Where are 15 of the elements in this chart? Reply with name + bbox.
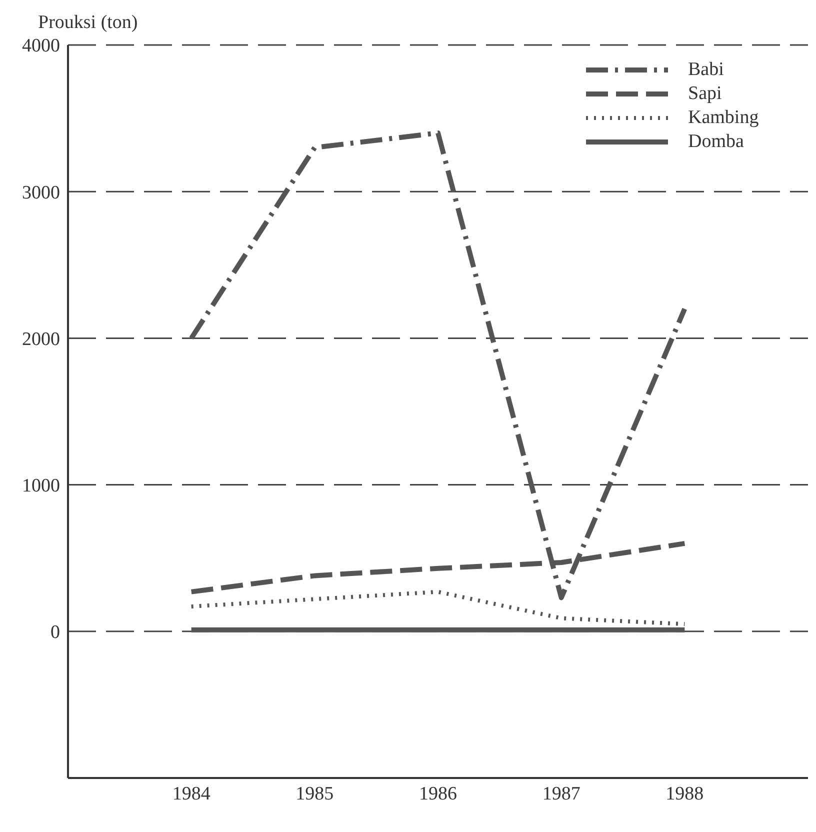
x-tick-label: 1985 <box>296 783 334 804</box>
y-tick-label: 4000 <box>22 36 60 57</box>
y-tick-label: 2000 <box>22 328 60 350</box>
y-tick-label: 1000 <box>22 476 60 497</box>
x-tick-label: 1988 <box>666 783 704 804</box>
legend-label: Kambing <box>688 107 760 129</box>
y-tick-label: 0 <box>50 622 60 644</box>
x-tick-label: 1987 <box>542 783 580 804</box>
legend-label: Sapi <box>688 83 723 105</box>
legend-label: Domba <box>688 131 745 153</box>
y-tick-label: 3000 <box>22 182 60 204</box>
x-tick-label: 1984 <box>172 783 211 804</box>
legend-label: Babi <box>688 59 725 81</box>
y-axis-title: Prouksi (ton) <box>38 12 138 34</box>
x-tick-label: 1986 <box>419 783 457 804</box>
